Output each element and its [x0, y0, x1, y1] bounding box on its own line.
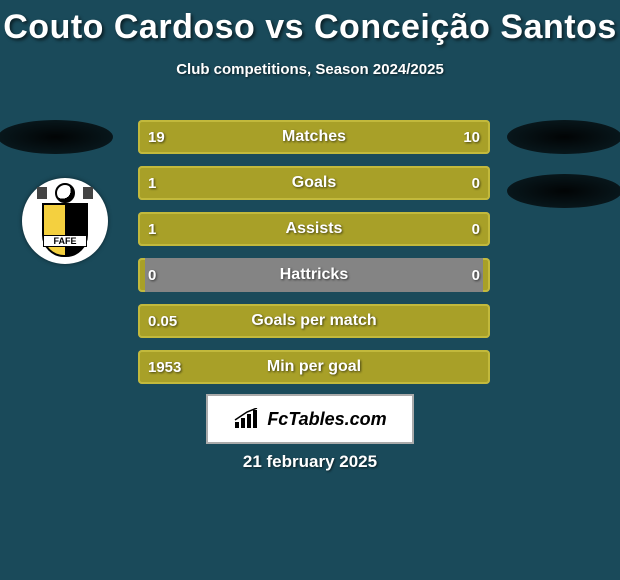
stat-value-left: 1953 — [148, 350, 181, 384]
stat-value-left: 19 — [148, 120, 165, 154]
date-label: 21 february 2025 — [0, 452, 620, 472]
crest-label: FAFE — [43, 235, 87, 247]
stat-label: Min per goal — [138, 350, 490, 384]
stat-bar: Assists1 0 — [138, 212, 490, 246]
stat-label: Hattricks — [138, 258, 490, 292]
stat-value-right: 0 — [472, 258, 480, 292]
stat-value-right: 0 — [472, 166, 480, 200]
stat-label: Assists — [138, 212, 490, 246]
ball-icon — [55, 183, 75, 203]
brand-box[interactable]: FcTables.com — [206, 394, 414, 444]
player-photo-right — [507, 120, 620, 154]
stats-bars: Matches1910Goals10Assists10Hattricks00Go… — [138, 120, 490, 396]
club-crest-left: FAFE — [22, 178, 108, 264]
shield-icon — [42, 203, 88, 257]
stat-value-left: 1 — [148, 212, 156, 246]
stat-value-right: 0 — [472, 212, 480, 246]
stat-label: Goals — [138, 166, 490, 200]
stat-label: Goals per match — [138, 304, 490, 338]
stat-bar: Goals per match0.05 — [138, 304, 490, 338]
brand-chart-icon — [233, 408, 261, 430]
stat-bar: Hattricks0 0 — [138, 258, 490, 292]
stat-value-left: 0.05 — [148, 304, 177, 338]
player-photo-left — [0, 120, 113, 154]
stat-bar: Matches19 10 — [138, 120, 490, 154]
stat-bar: Goals1 0 — [138, 166, 490, 200]
brand-text: FcTables.com — [267, 409, 386, 430]
stat-value-left: 1 — [148, 166, 156, 200]
page-title: Couto Cardoso vs Conceição Santos — [0, 0, 620, 47]
stat-value-left: 0 — [148, 258, 156, 292]
stat-label: Matches — [138, 120, 490, 154]
player-photo-right-2 — [507, 174, 620, 208]
stat-value-right: 10 — [463, 120, 480, 154]
subtitle: Club competitions, Season 2024/2025 — [0, 61, 620, 78]
stat-bar: Min per goal1953 — [138, 350, 490, 384]
